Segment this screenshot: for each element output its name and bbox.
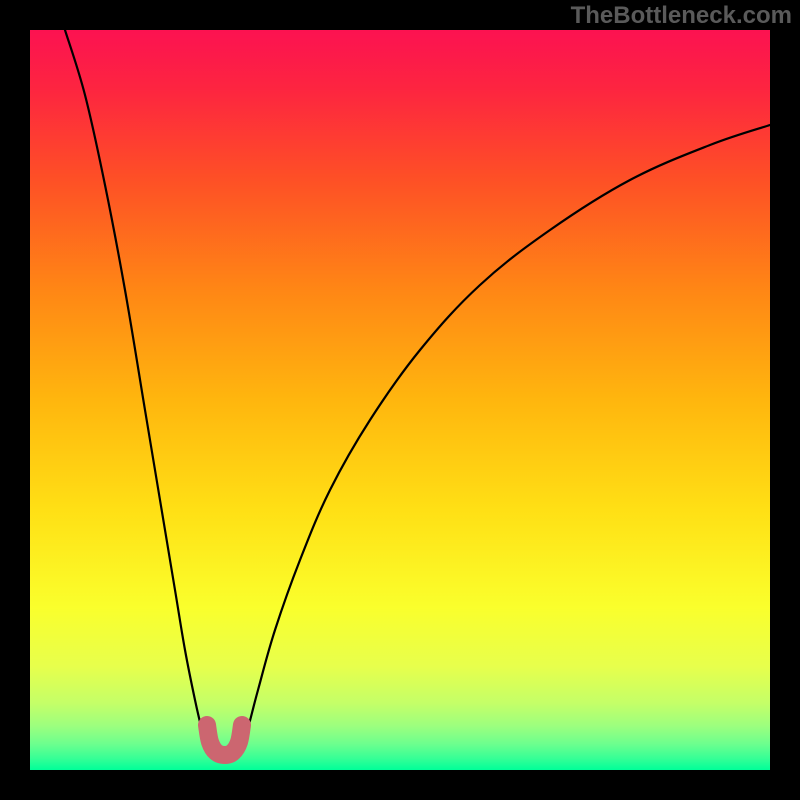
chart-frame: TheBottleneck.com (0, 0, 800, 800)
curve-left (65, 30, 207, 746)
curve-right (242, 125, 770, 746)
curve-layer (0, 0, 800, 800)
watermark-text: TheBottleneck.com (571, 2, 792, 30)
trough-marker (207, 725, 242, 755)
